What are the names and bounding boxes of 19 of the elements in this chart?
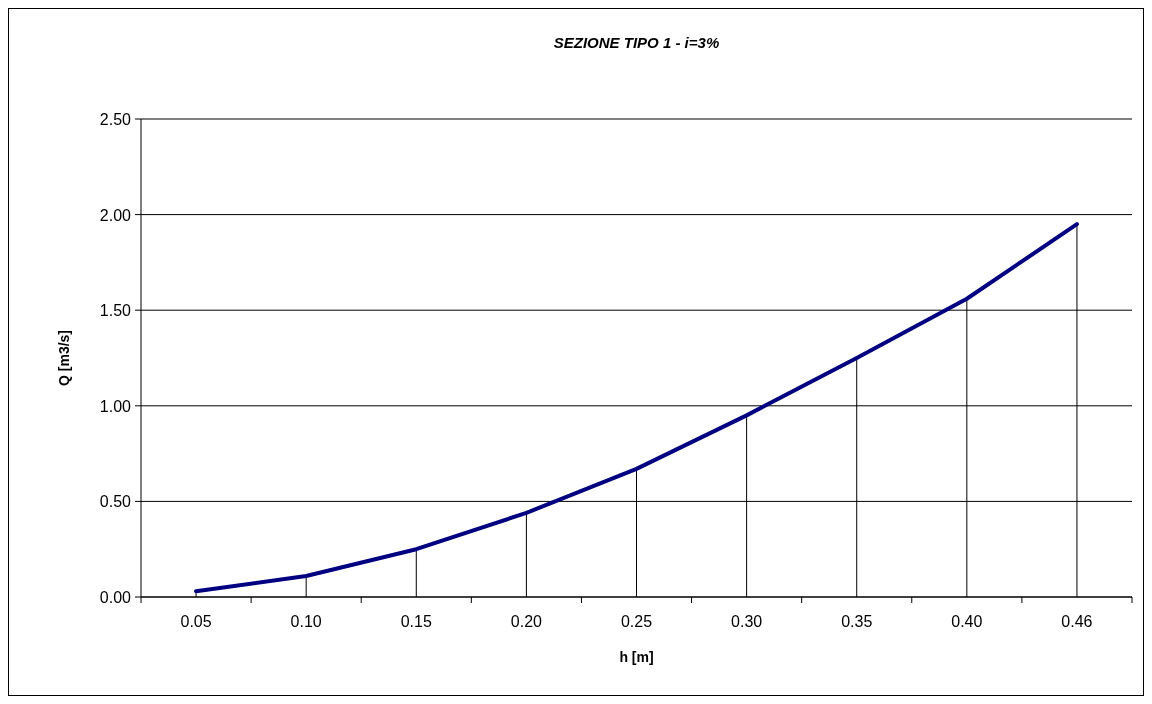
y-tick-label: 0.00 bbox=[99, 589, 132, 606]
y-tick-label: 2.00 bbox=[99, 206, 132, 224]
x-tick-label: 0.25 bbox=[620, 613, 653, 630]
y-axis-title: Q [m3/s] bbox=[56, 329, 72, 387]
line-series bbox=[194, 222, 1079, 594]
x-tick-label: 0.30 bbox=[731, 613, 763, 630]
y-tick-label: 1.50 bbox=[99, 302, 132, 320]
x-tick-label: 0.20 bbox=[510, 613, 543, 630]
x-tick-label: 0.40 bbox=[951, 613, 983, 630]
y-tick-label: 2.50 bbox=[99, 111, 132, 128]
chart-title: SEZIONE TIPO 1 - i=3% bbox=[553, 34, 720, 51]
x-axis-title: h [m] bbox=[619, 649, 654, 665]
x-tick-label: 0.46 bbox=[1061, 613, 1093, 630]
x-tick-label: 0.05 bbox=[180, 613, 212, 630]
y-tick-label: 0.50 bbox=[99, 493, 132, 511]
x-tick-label: 0.35 bbox=[841, 613, 873, 630]
y-tick-label: 1.00 bbox=[99, 397, 132, 415]
x-tick-label: 0.10 bbox=[290, 613, 322, 630]
x-tick-label: 0.15 bbox=[400, 613, 432, 630]
